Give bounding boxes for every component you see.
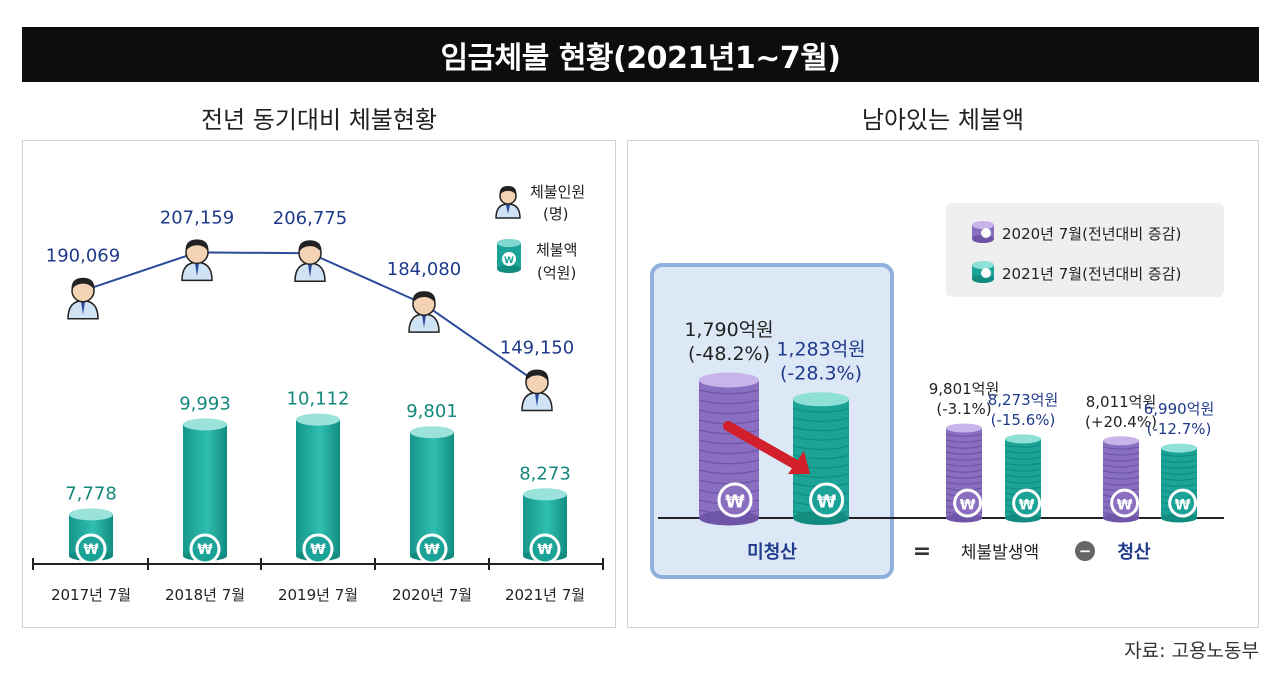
amount-bar: ₩ [183, 418, 227, 565]
won-coin-icon [717, 482, 753, 518]
value-2020-label: 8,011억원 [1086, 393, 1157, 411]
worker-point-icon [521, 369, 553, 412]
change-2021-label: (-15.6%) [991, 411, 1056, 429]
value-2021-label: 1,283억원 [776, 338, 865, 360]
svg-text:W: W [504, 256, 514, 266]
x-tick-label: 2021년 7월 [505, 586, 585, 604]
amount-bar: ₩ [410, 426, 454, 565]
worker-legend-icon [495, 186, 521, 219]
won-symbol-icon: ₩ [537, 542, 553, 558]
won-symbol-icon: ₩ [83, 542, 99, 558]
value-2021-label: 6,990억원 [1144, 400, 1215, 418]
workers-data-label: 206,775 [273, 208, 347, 229]
workers-data-label: 190,069 [46, 246, 120, 267]
teal-coin-icon [972, 261, 994, 283]
amount-data-label: 10,112 [287, 389, 350, 410]
remaining-chart-panel: 2020년 7월(전년대비 증감) 2021년 7월(전년대비 증감) ₩1,7… [627, 140, 1259, 628]
x-tick-label: 2020년 7월 [392, 586, 472, 604]
legend-2021-label: 2021년 7월(전년대비 증감) [1002, 265, 1181, 283]
right-chart-title: 남아있는 체불액 [861, 106, 1025, 134]
legend-workers-label: 체불인원 [530, 183, 585, 201]
worker-point-icon [181, 239, 213, 282]
coin-stack-2021: ₩ [1160, 443, 1198, 523]
remaining-chart: 2020년 7월(전년대비 증감) 2021년 7월(전년대비 증감) ₩1,7… [650, 203, 1224, 579]
workers-data-label: 149,150 [500, 337, 574, 358]
won-symbol-icon: ₩ [960, 498, 976, 514]
won-symbol-icon: ₩ [817, 493, 837, 513]
change-2021-label: (-12.7%) [1147, 420, 1212, 438]
x-tick-label: 2017년 7월 [51, 586, 131, 604]
change-2021-label: (-28.3%) [780, 362, 862, 384]
worker-point-icon [294, 240, 326, 282]
value-2020-label: 1,790억원 [684, 319, 773, 341]
won-coin-icon [953, 488, 983, 518]
decrease-arrow [723, 421, 803, 471]
legend-amount-unit: (억원) [537, 264, 576, 282]
minus-circle-icon [1075, 541, 1095, 561]
workers-data-label: 207,159 [160, 207, 234, 228]
value-2021-label: 8,273억원 [988, 391, 1059, 409]
legend-2020-label: 2020년 7월(전년대비 증감) [1002, 225, 1181, 243]
amount-data-label: 9,801 [406, 401, 458, 422]
coin-stack-2020: ₩ [1102, 436, 1140, 523]
value-2020-label: 9,801억원 [929, 380, 1000, 398]
legend-workers-unit: (명) [543, 205, 569, 223]
legend-amount-label: 체불액 [536, 241, 577, 259]
yoy-chart-panel: ₩7,778 ₩9,993 ₩10,112 ₩9,801 ₩8,273 190,069 2… [22, 140, 616, 628]
x-tick-label: 2019년 7월 [278, 586, 358, 604]
won-coin-icon [1012, 488, 1042, 518]
settled-label: 청산 [1117, 542, 1151, 563]
worker-point-icon [408, 291, 440, 333]
minus-sign: − [1079, 542, 1092, 560]
amount-data-label: 7,778 [65, 483, 117, 504]
occurred-label: 체불발생액 [961, 543, 1039, 563]
worker-point-icon [67, 277, 99, 320]
workers-data-label: 184,080 [387, 259, 461, 280]
won-symbol-icon: ₩ [310, 542, 326, 558]
yoy-chart: ₩7,778 ₩9,993 ₩10,112 ₩9,801 ₩8,273 190,069 2… [32, 183, 604, 604]
won-coin-icon [1168, 488, 1198, 518]
won-coin-icon [809, 482, 845, 518]
coin-stack-2021: ₩ [1004, 434, 1042, 523]
purple-coin-icon [972, 221, 994, 243]
x-tick-label: 2018년 7월 [165, 586, 245, 604]
amount-bar: ₩ [523, 488, 567, 565]
won-coin-icon [1110, 488, 1140, 518]
unpaid-highlight-box [650, 263, 894, 579]
decrease-arrow-head [788, 451, 810, 474]
won-symbol-icon: ₩ [197, 542, 213, 558]
amount-data-label: 9,993 [179, 393, 231, 414]
source-note: 자료: 고용노동부 [1124, 640, 1259, 662]
amount-data-label: 8,273 [519, 463, 571, 484]
amount-legend-icon: W [497, 239, 521, 273]
amount-bar: ₩ [69, 508, 113, 565]
unpaid-label: 미청산 [747, 542, 797, 563]
won-symbol-icon: ₩ [424, 542, 440, 558]
coin-stack-2020: ₩ [698, 372, 760, 526]
won-symbol-icon: ₩ [1117, 498, 1133, 514]
equals-sign: = [913, 539, 931, 564]
page-title: 임금체불 현황(2021년1∼7월) [22, 27, 1259, 82]
won-symbol-icon: ₩ [725, 493, 745, 513]
won-symbol-icon: ₩ [1019, 498, 1035, 514]
left-chart-title: 전년 동기대비 체불현황 [200, 106, 438, 134]
coin-stack-2020: ₩ [945, 423, 983, 523]
amount-bar: ₩ [296, 413, 340, 565]
won-symbol-icon: ₩ [1175, 498, 1191, 514]
change-2020-label: (-48.2%) [688, 343, 770, 365]
change-2020-label: (+20.4%) [1085, 413, 1157, 431]
legend-box [946, 203, 1224, 297]
change-2020-label: (-3.1%) [936, 400, 991, 418]
